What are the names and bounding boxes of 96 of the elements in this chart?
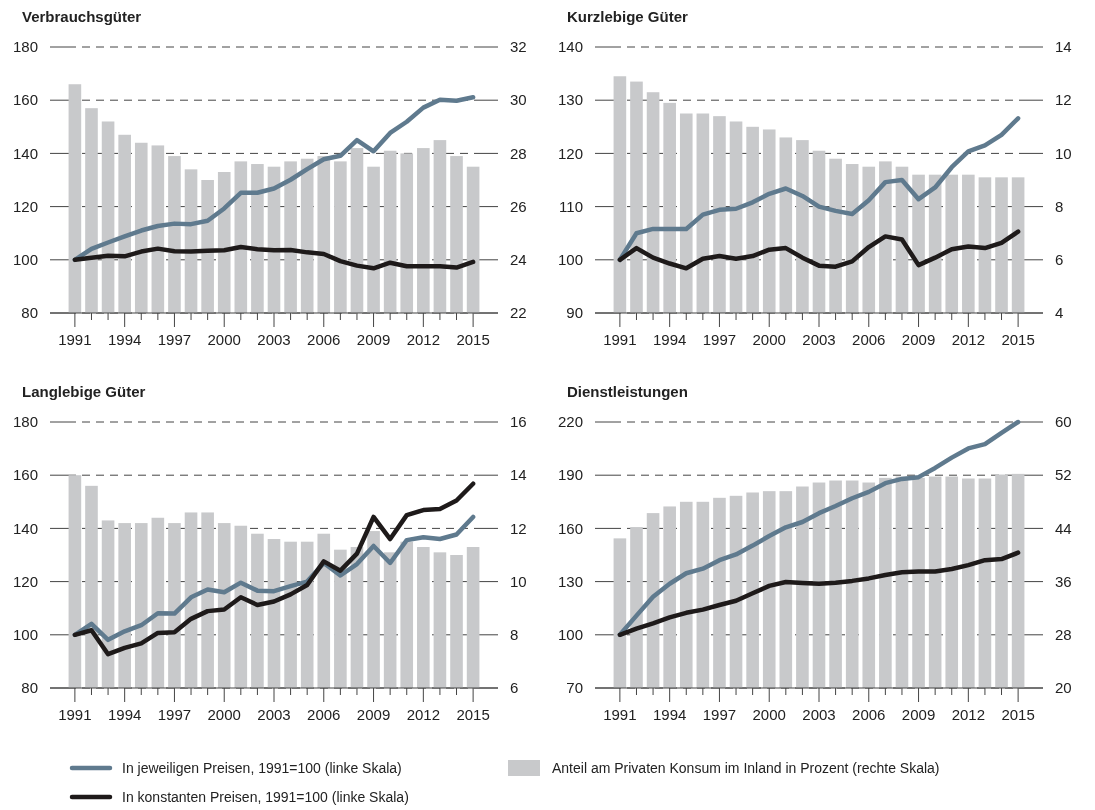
y2-tick-label: 36 bbox=[1055, 572, 1072, 590]
x-tick-label: 1994 bbox=[107, 331, 142, 348]
y-tick-label: 220 bbox=[557, 413, 583, 431]
y-tick-label: 190 bbox=[557, 466, 583, 484]
y2-tick-label: 10 bbox=[1055, 144, 1072, 162]
line-series bbox=[72, 481, 476, 657]
y-tick-label: 120 bbox=[12, 197, 38, 215]
y-tick-label: 130 bbox=[557, 91, 583, 109]
y-tick-label: 120 bbox=[12, 572, 38, 590]
y2-tick-label: 10 bbox=[510, 572, 527, 590]
y-tick-label: 160 bbox=[12, 466, 38, 484]
x-tick-label: 2006 bbox=[307, 706, 341, 723]
y2-tick-label: 14 bbox=[510, 466, 527, 484]
y2-tick-label: 24 bbox=[510, 251, 527, 269]
x-tick-label: 2003 bbox=[257, 706, 291, 723]
y2-tick-label: 30 bbox=[510, 91, 527, 109]
x-tick-label: 2009 bbox=[356, 331, 391, 348]
x-tick-label: 1991 bbox=[58, 706, 92, 723]
x-tick-label: 1991 bbox=[58, 331, 92, 348]
y2-tick-label: 4 bbox=[1055, 304, 1064, 322]
x-tick-label: 2000 bbox=[207, 706, 241, 723]
x-tick-label: 1994 bbox=[652, 331, 687, 348]
y-tick-label: 100 bbox=[557, 626, 583, 644]
chart-title: Kurzlebige Güter bbox=[567, 8, 689, 25]
y-tick-label: 100 bbox=[12, 626, 38, 644]
line-series bbox=[72, 514, 476, 643]
y2-tick-label: 8 bbox=[510, 626, 519, 644]
y2-tick-label: 20 bbox=[1055, 679, 1072, 697]
x-tick-label: 2006 bbox=[852, 331, 886, 348]
line-series bbox=[72, 244, 476, 271]
line-series bbox=[617, 229, 1021, 271]
x-tick-label: 2015 bbox=[456, 706, 490, 723]
x-tick-label: 1991 bbox=[603, 331, 637, 348]
x-tick-label: 2012 bbox=[406, 706, 441, 723]
x-tick-label: 2006 bbox=[852, 706, 886, 723]
x-tick-label: 2015 bbox=[1001, 706, 1035, 723]
y2-tick-label: 28 bbox=[510, 144, 527, 162]
x-tick-label: 2012 bbox=[951, 331, 986, 348]
x-tick-label: 2012 bbox=[951, 706, 986, 723]
y-tick-label: 110 bbox=[559, 197, 583, 215]
y-tick-label: 70 bbox=[566, 679, 583, 697]
y-tick-label: 90 bbox=[566, 304, 583, 322]
y2-tick-label: 52 bbox=[1055, 466, 1072, 484]
x-tick-label: 2000 bbox=[752, 331, 786, 348]
y2-tick-label: 28 bbox=[1055, 626, 1072, 644]
x-tick-label: 2000 bbox=[207, 331, 241, 348]
x-tick-label: 2009 bbox=[901, 706, 936, 723]
y2-tick-label: 12 bbox=[510, 519, 527, 537]
x-tick-label: 2015 bbox=[456, 331, 490, 348]
y-tick-label: 100 bbox=[557, 251, 583, 269]
legend-label: In konstanten Preisen, 1991=100 (linke Skala) bbox=[122, 788, 409, 805]
x-tick-label: 2000 bbox=[752, 706, 786, 723]
y2-tick-label: 14 bbox=[1055, 38, 1072, 56]
x-tick-label: 2009 bbox=[356, 706, 391, 723]
y-tick-label: 180 bbox=[12, 413, 38, 431]
y-tick-label: 160 bbox=[557, 519, 583, 537]
x-tick-label: 1997 bbox=[157, 331, 192, 348]
y2-tick-label: 6 bbox=[510, 679, 519, 697]
y-tick-label: 130 bbox=[557, 572, 583, 590]
y-tick-label: 180 bbox=[12, 38, 38, 56]
x-tick-label: 1994 bbox=[652, 706, 687, 723]
x-tick-label: 1997 bbox=[702, 331, 737, 348]
y-tick-label: 120 bbox=[557, 144, 583, 162]
x-tick-label: 2003 bbox=[802, 331, 836, 348]
y2-tick-label: 60 bbox=[1055, 413, 1072, 431]
y2-tick-label: 16 bbox=[510, 413, 527, 431]
chart-title: Langlebige Güter bbox=[22, 383, 146, 400]
line-series bbox=[617, 550, 1021, 638]
legend-label: Anteil am Privaten Konsum im Inland in Prozent (rechte Skala) bbox=[552, 759, 940, 776]
chart-title: Verbrauchsgüter bbox=[22, 8, 142, 25]
y-tick-label: 140 bbox=[557, 38, 583, 56]
y2-tick-label: 8 bbox=[1055, 197, 1064, 215]
x-tick-label: 1997 bbox=[157, 706, 192, 723]
x-tick-label: 1997 bbox=[702, 706, 737, 723]
y-tick-label: 80 bbox=[21, 304, 38, 322]
y2-tick-label: 22 bbox=[510, 304, 527, 322]
x-tick-label: 1994 bbox=[107, 706, 142, 723]
y2-tick-label: 6 bbox=[1055, 251, 1064, 269]
x-tick-label: 2003 bbox=[257, 331, 291, 348]
y-tick-label: 160 bbox=[12, 91, 38, 109]
x-tick-label: 2015 bbox=[1001, 331, 1035, 348]
x-tick-label: 1991 bbox=[603, 706, 637, 723]
y2-tick-label: 26 bbox=[510, 197, 527, 215]
y2-tick-label: 12 bbox=[1055, 91, 1072, 109]
x-tick-label: 2003 bbox=[802, 706, 836, 723]
y2-tick-label: 44 bbox=[1055, 519, 1072, 537]
y2-tick-label: 32 bbox=[510, 38, 527, 56]
y-tick-label: 100 bbox=[12, 251, 38, 269]
legend-label: In jeweiligen Preisen, 1991=100 (linke Skala) bbox=[122, 759, 402, 776]
x-tick-label: 2006 bbox=[307, 331, 341, 348]
y-tick-label: 80 bbox=[21, 679, 38, 697]
y-tick-label: 140 bbox=[12, 519, 38, 537]
y-tick-label: 140 bbox=[12, 144, 38, 162]
chart-title: Dienstleistungen bbox=[567, 383, 688, 400]
x-tick-label: 2009 bbox=[901, 331, 936, 348]
x-tick-label: 2012 bbox=[406, 331, 441, 348]
